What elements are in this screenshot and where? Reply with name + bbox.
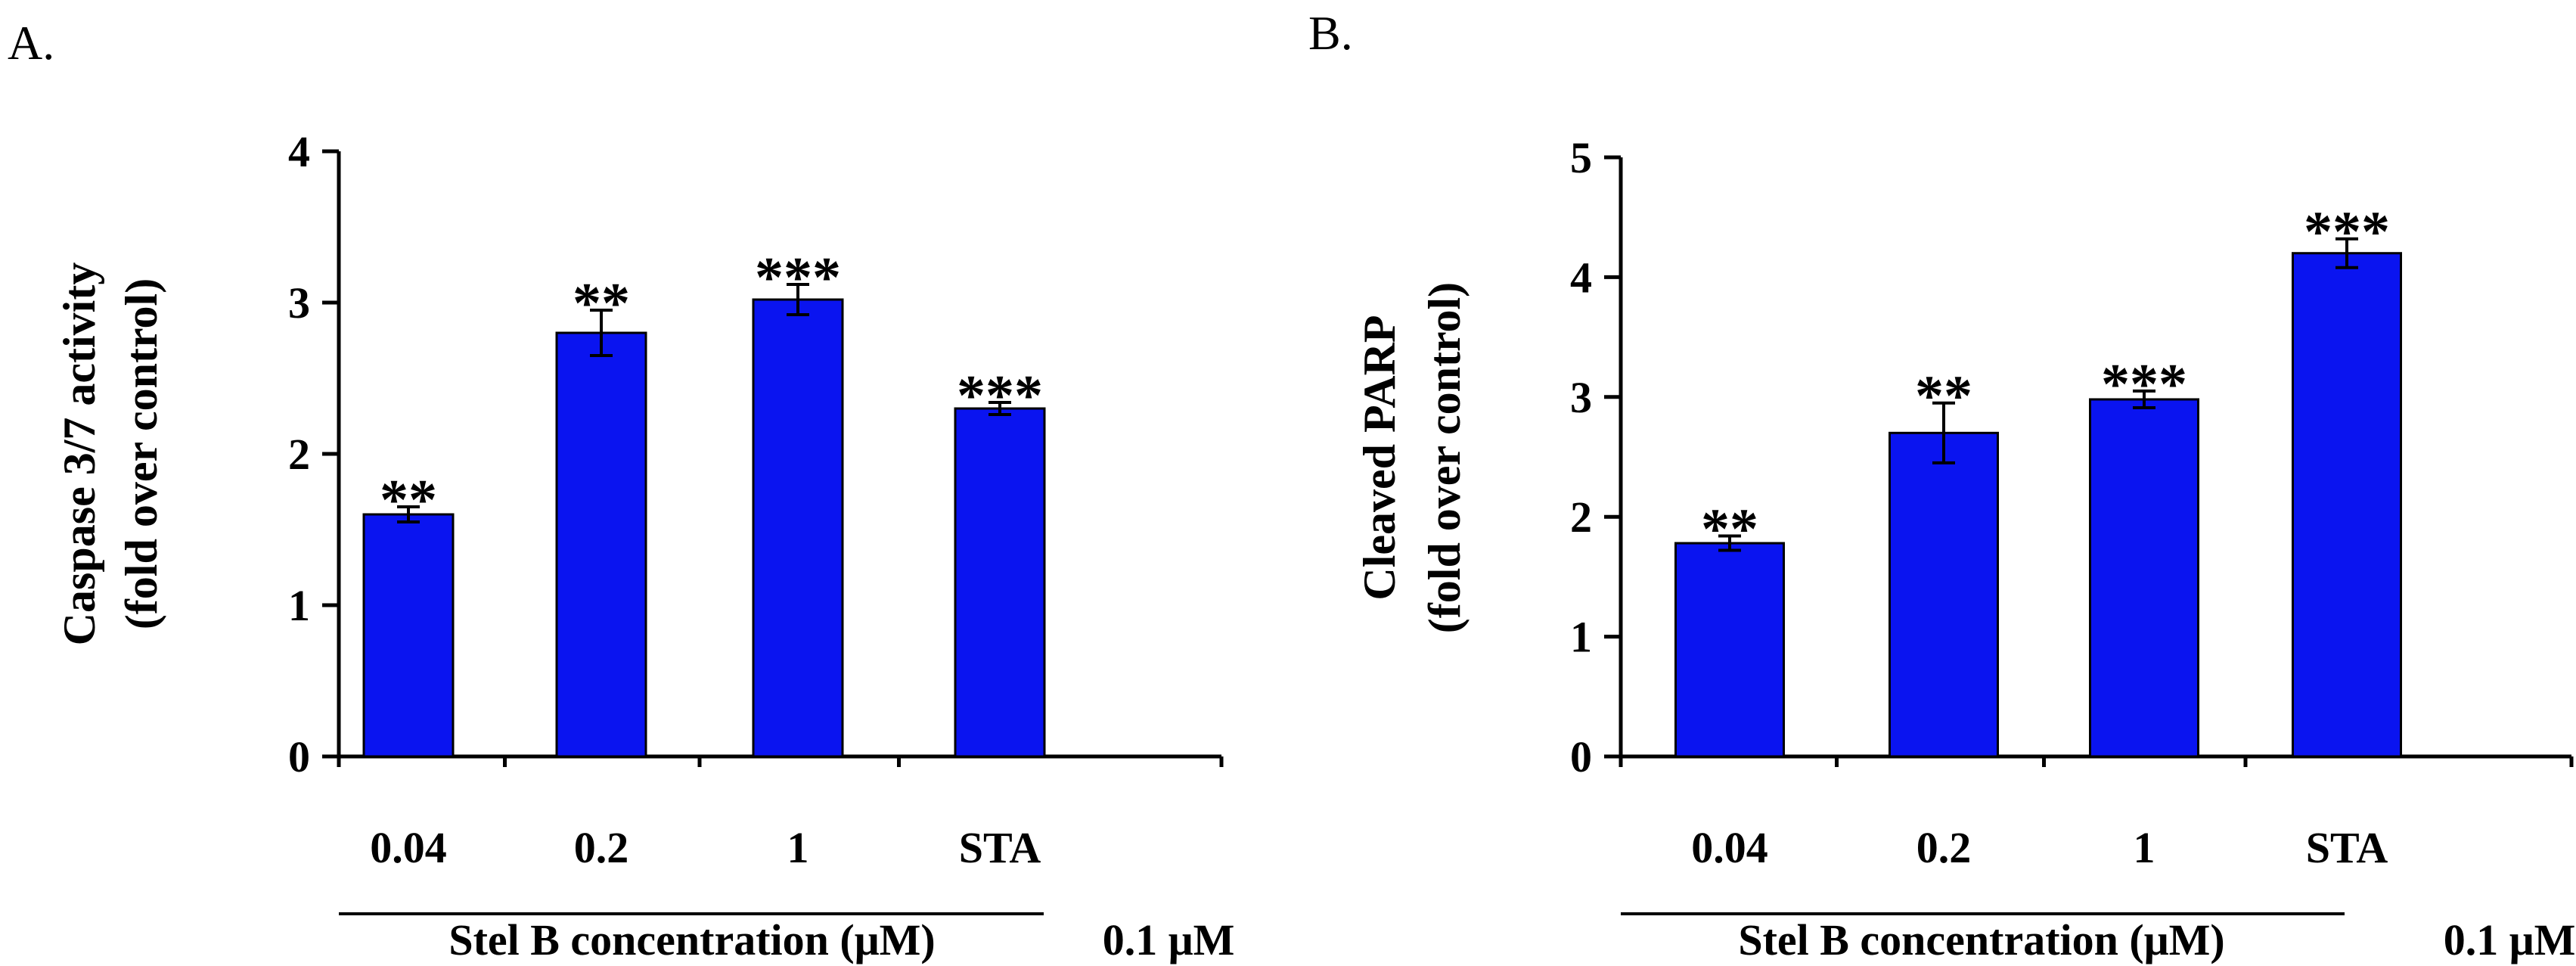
panel-label: A. (8, 16, 54, 70)
y-axis-label: (fold over control) (1420, 282, 1470, 633)
bar (954, 407, 1046, 758)
y-tick-label: 4 (1570, 253, 1592, 302)
group-label: Stel B concentration (μM) (448, 915, 935, 964)
y-tick-label: 0 (1570, 732, 1592, 781)
x-category-label: 1 (787, 823, 809, 872)
x-category-label: 0.04 (370, 823, 447, 872)
x-category-label: 1 (2134, 823, 2155, 872)
x-category-label: STA (2306, 823, 2388, 872)
y-tick-label: 3 (288, 278, 310, 328)
x-category-label: 0.2 (574, 823, 629, 872)
y-axis-label: (fold over control) (116, 278, 166, 629)
significance-label: ** (1701, 498, 1758, 561)
panel-a: A. Caspase 3/7 activity (fold over control… (8, 16, 1234, 964)
y-tick-label: 3 (1570, 373, 1592, 422)
y-axis-label: Caspase 3/7 activity (54, 262, 104, 646)
bar (1674, 542, 1785, 758)
significance-label: ** (573, 272, 630, 335)
y-tick-label: 2 (1570, 492, 1592, 542)
significance-label: *** (2101, 353, 2187, 416)
y-tick-label: 5 (1570, 133, 1592, 182)
significance-label: *** (755, 246, 841, 309)
significance-label: ** (1915, 365, 1972, 428)
panel-b: B. Cleaved PARP (fold over control) 0 1 2 3 4 5 *… (1308, 6, 2575, 964)
bar (362, 513, 455, 758)
sta-concentration-label: 0.1 μM (1103, 915, 1235, 964)
x-category-label: STA (959, 823, 1041, 872)
y-tick-label: 1 (288, 581, 310, 630)
y-tick-label: 1 (1570, 613, 1592, 662)
bar (2089, 398, 2199, 758)
bar (2292, 252, 2402, 758)
panel-label: B. (1308, 6, 1353, 60)
y-tick-label: 0 (288, 732, 310, 781)
y-axis-label: Cleaved PARP (1355, 315, 1404, 600)
significance-label: ** (380, 468, 437, 532)
y-tick-label: 2 (288, 430, 310, 479)
sta-concentration-label: 0.1 μM (2444, 915, 2576, 964)
x-category-label: 0.04 (1691, 823, 1768, 872)
bar (555, 331, 647, 758)
significance-label: *** (2304, 200, 2390, 264)
significance-label: *** (957, 364, 1043, 427)
bar (1889, 431, 1999, 758)
group-label: Stel B concentration (μM) (1738, 915, 2224, 964)
x-category-label: 0.2 (1916, 823, 1972, 872)
bar (752, 298, 844, 758)
y-tick-label: 4 (288, 127, 310, 176)
